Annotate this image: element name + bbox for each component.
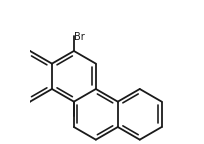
Text: Br: Br — [74, 32, 85, 42]
